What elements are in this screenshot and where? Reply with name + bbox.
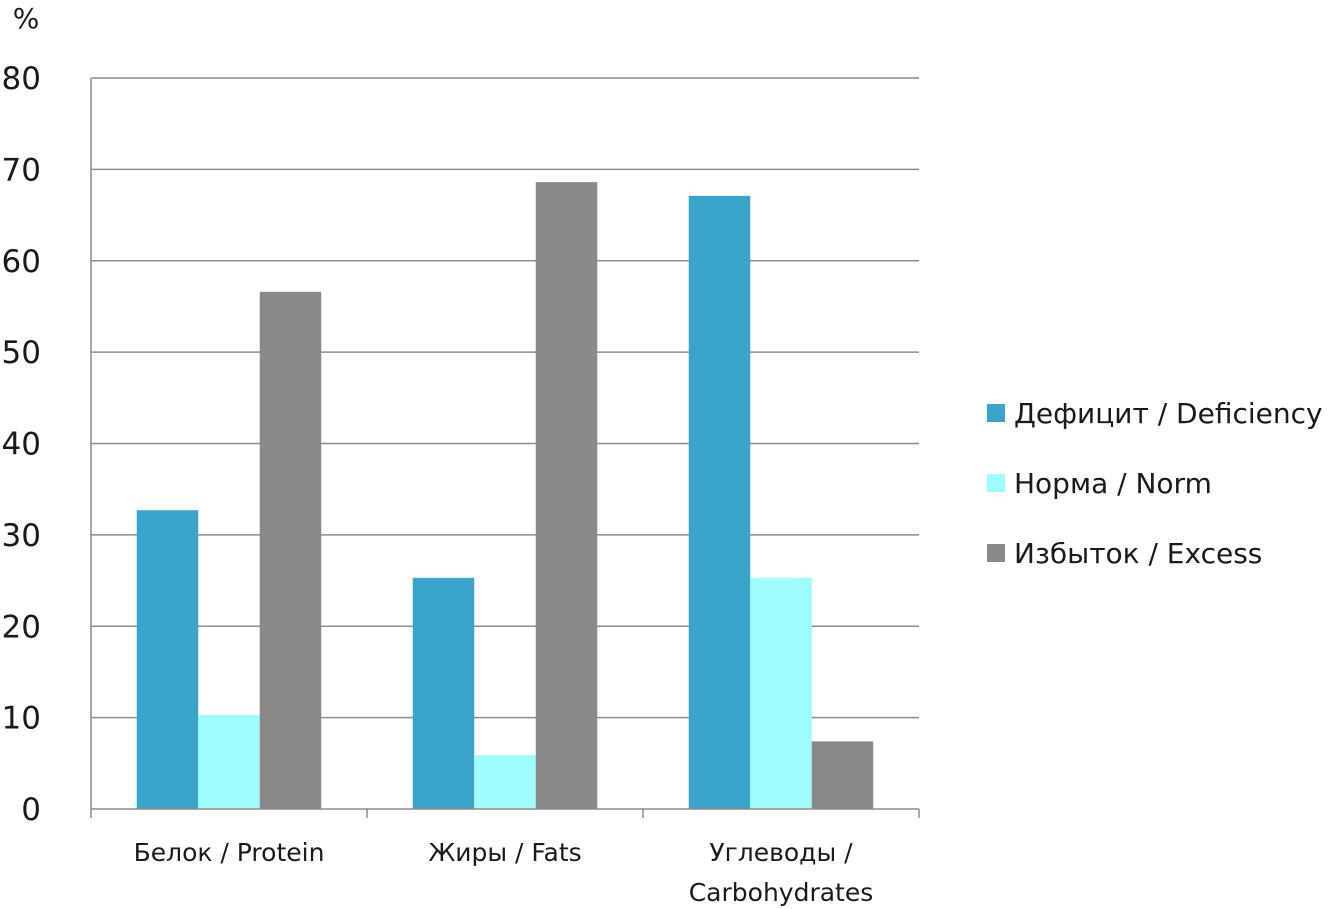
bar [535,182,598,810]
bar [136,510,199,809]
legend-swatch [987,474,1005,492]
bar [198,714,260,809]
axis-layer: 0 10 20 30 40 50 60 70 80 Белок / Protein Жиры / F… [2,61,920,907]
bar [259,291,322,809]
bar [412,577,475,809]
y-tick-label: 50 [2,335,41,371]
legend-label: Норма / Norm [1014,467,1212,500]
legend-swatch [987,544,1005,562]
y-tick-label: 70 [2,152,41,188]
legend-label: Дефицит / Deficiency [1014,397,1323,430]
legend-swatch [987,404,1005,422]
x-tick-label: Белок / Protein [134,838,325,867]
y-tick-label: 80 [2,61,41,97]
y-tick-label: 10 [2,701,41,737]
bar [811,741,874,809]
bar [474,755,536,809]
x-tick-label: Углеводы / [709,838,853,867]
y-tick-label: 30 [2,518,41,554]
x-tick-label: Carbohydrates [689,878,874,907]
bar [688,195,751,809]
bar [750,577,812,809]
y-axis-label: % [13,2,40,35]
legend-label: Избыток / Excess [1014,537,1262,570]
y-tick-label: 20 [2,609,41,645]
bars-layer [136,182,874,810]
legend: Дефицит / Deficiency Норма / Norm Избыток … [987,397,1323,570]
y-tick-label: 60 [2,244,41,280]
x-tick-label: Жиры / Fats [428,838,581,867]
grid-layer [91,77,919,719]
y-tick-label: 40 [2,427,41,463]
y-tick-label: 0 [21,792,41,828]
